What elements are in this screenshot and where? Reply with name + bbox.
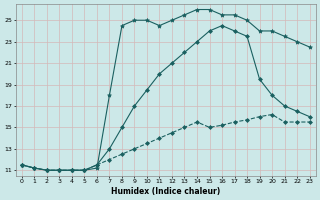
X-axis label: Humidex (Indice chaleur): Humidex (Indice chaleur) xyxy=(111,187,220,196)
